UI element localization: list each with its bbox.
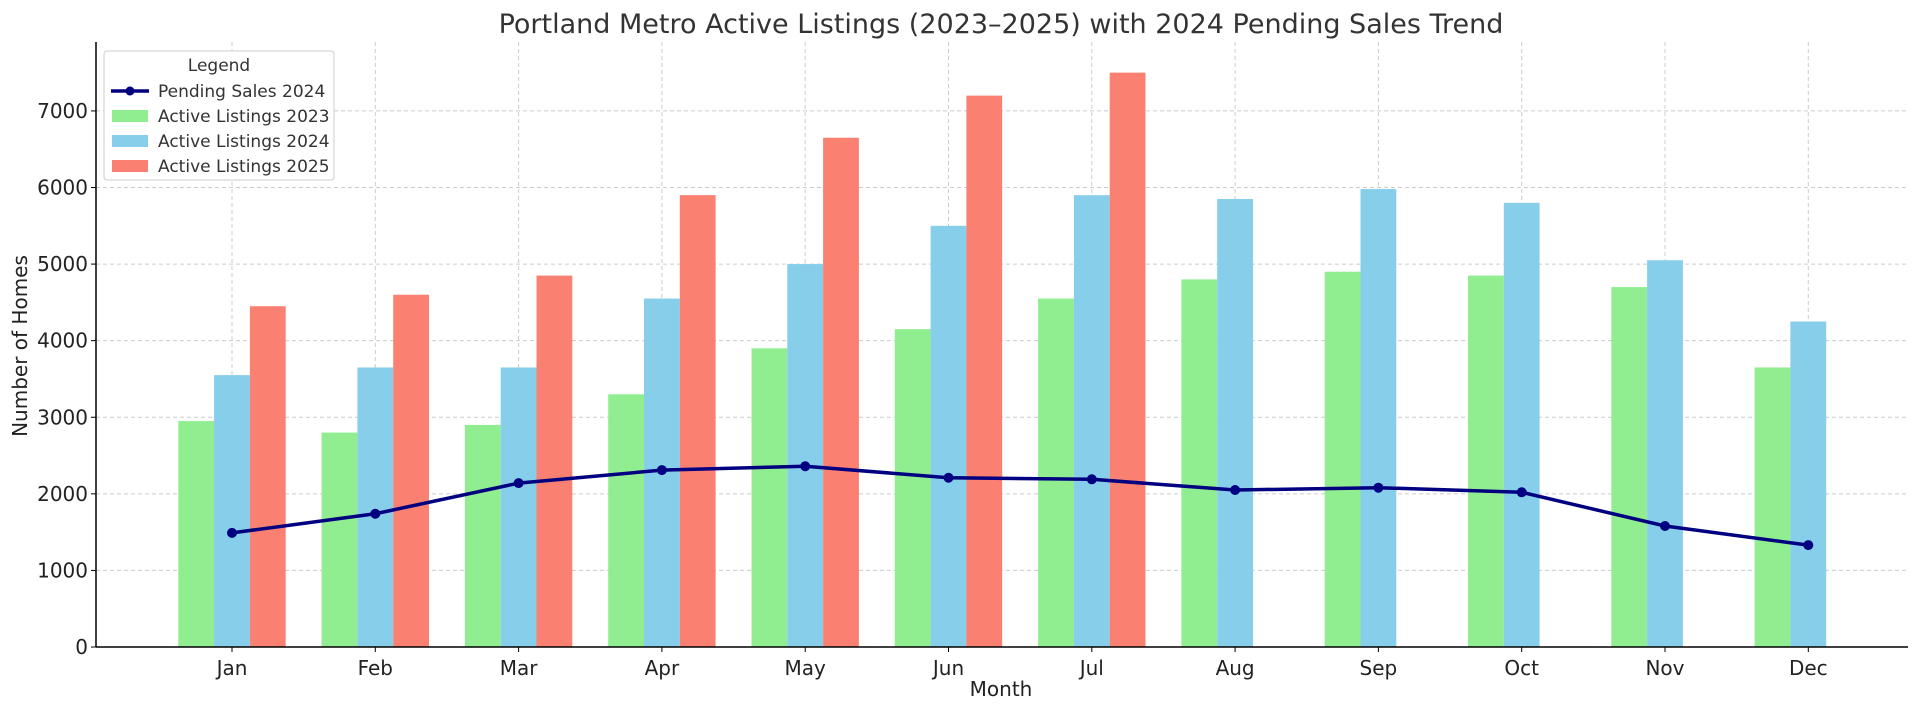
bar-active-listings-2024-jul — [1073, 195, 1110, 647]
bar-active-listings-2024-aug — [1217, 198, 1253, 648]
legend-title: Legend — [188, 56, 250, 76]
bar-active-listings-2025-feb — [393, 294, 429, 647]
bar-active-listings-2023-oct — [1468, 275, 1504, 647]
x-tick-label: Dec — [1789, 656, 1828, 680]
bar-active-listings-2025-jan — [249, 306, 286, 647]
pending-sales-point-oct — [1516, 487, 1527, 498]
y-axis-title: Number of Homes — [8, 255, 32, 437]
legend-swatch-active-listings-2025 — [112, 160, 148, 172]
y-tick-label: 7000 — [37, 99, 88, 123]
legend-label: Active Listings 2023 — [158, 107, 330, 127]
bar-active-listings-2023-apr — [608, 394, 644, 647]
y-tick-label: 1000 — [37, 558, 88, 582]
pending-sales-point-may — [800, 461, 811, 472]
bar-active-listings-2025-jul — [1109, 72, 1146, 647]
bar-active-listings-2024-feb — [357, 367, 394, 647]
bar-active-listings-2024-mar — [500, 367, 537, 647]
bar-active-listings-2025-mar — [536, 275, 573, 647]
bar-active-listings-2023-dec — [1754, 367, 1791, 647]
x-tick-label: Oct — [1504, 656, 1539, 680]
bar-active-listings-2024-oct — [1503, 202, 1540, 647]
x-tick-label: Jan — [215, 656, 248, 680]
y-tick-label: 6000 — [37, 176, 88, 200]
y-tick-label: 2000 — [37, 482, 88, 506]
x-axis-title: Month — [970, 677, 1033, 701]
pending-sales-point-sep — [1373, 482, 1384, 493]
pending-sales-point-aug — [1230, 485, 1241, 496]
bar-active-listings-2023-aug — [1181, 279, 1218, 647]
pending-sales-point-jan — [227, 527, 237, 538]
bar-active-listings-2023-mar — [464, 424, 501, 647]
legend-label: Active Listings 2024 — [158, 132, 330, 152]
pending-sales-point-mar — [513, 478, 524, 489]
x-tick-label: Mar — [500, 656, 539, 680]
pending-sales-line — [231, 464, 1809, 547]
chart-title: Portland Metro Active Listings (2023–202… — [499, 9, 1504, 40]
pending-sales-point-feb — [370, 508, 381, 519]
bar-active-listings-2025-apr — [679, 195, 716, 647]
pending-sales-point-jun — [943, 472, 954, 483]
x-tick-label: Nov — [1645, 656, 1684, 680]
axes — [91, 42, 1908, 652]
legend-label: Active Listings 2025 — [158, 157, 330, 177]
bar-active-listings-2024-jun — [930, 225, 967, 647]
legend-box — [103, 50, 335, 181]
pending-sales-point-jul — [1086, 474, 1097, 485]
bar-active-listings-2024-dec — [1790, 321, 1827, 647]
bar-active-listings-2023-jun — [894, 329, 931, 647]
bar-active-listings-2025-jun — [966, 95, 1003, 647]
y-tick-label: 3000 — [37, 405, 88, 429]
x-tick-label: Aug — [1216, 656, 1255, 680]
bar-active-listings-2024-may — [787, 264, 824, 647]
pending-sales-point-apr — [656, 465, 667, 476]
x-tick-label: Jun — [931, 656, 964, 680]
bars-layer — [178, 72, 1827, 648]
bar-active-listings-2024-sep — [1360, 189, 1397, 648]
bar-active-listings-2025-may — [823, 137, 859, 647]
bar-active-listings-2023-may — [751, 348, 788, 647]
x-tick-label: Apr — [645, 656, 680, 680]
bar-active-listings-2023-jan — [178, 421, 215, 647]
y-tick-label: 4000 — [37, 329, 88, 353]
x-tick-label: Feb — [358, 656, 393, 680]
bar-active-listings-2023-nov — [1611, 287, 1648, 647]
legend-marker-pending-sales — [125, 86, 135, 96]
legend-swatch-active-listings-2023 — [112, 110, 148, 122]
pending-sales-point-nov — [1660, 521, 1670, 531]
legend-label: Pending Sales 2024 — [158, 82, 325, 102]
pending-sales-point-dec — [1803, 540, 1814, 551]
y-tick-label: 5000 — [37, 252, 88, 276]
bar-active-listings-2024-jan — [214, 375, 250, 647]
x-tick-label: Jul — [1078, 656, 1104, 680]
bar-active-listings-2023-sep — [1324, 271, 1361, 647]
bar-active-listings-2023-jul — [1038, 298, 1074, 647]
tick-labels: 0 1000 2000 3000 4000 5000 6000 7000 Jan Feb Mar Ap… — [37, 99, 1828, 680]
bar-active-listings-2024-nov — [1647, 260, 1683, 647]
bar-active-listings-2023-feb — [321, 432, 358, 647]
legend-swatch-active-listings-2024 — [112, 135, 148, 147]
legend: Legend Pending Sales 2024 Active Listings … — [103, 50, 335, 181]
pending-sales-line-layer — [227, 461, 1814, 551]
y-tick-label: 0 — [75, 635, 88, 659]
x-tick-label: Sep — [1360, 656, 1398, 680]
x-tick-label: May — [785, 656, 827, 680]
